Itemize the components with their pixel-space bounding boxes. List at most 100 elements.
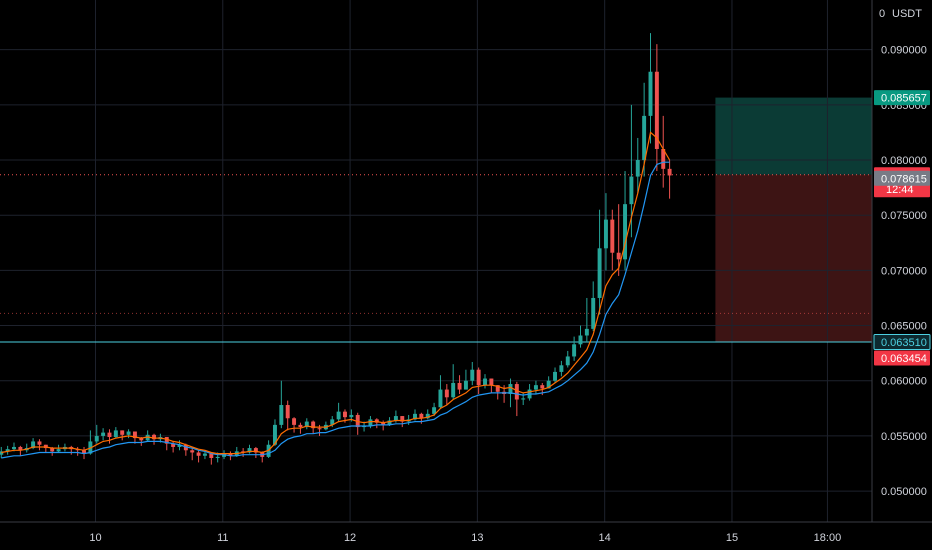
candle[interactable] bbox=[648, 33, 653, 144]
candle[interactable] bbox=[323, 421, 328, 431]
candle-body bbox=[400, 416, 405, 422]
candle-body bbox=[272, 424, 277, 445]
stop-zone[interactable] bbox=[715, 174, 872, 343]
target-price-tag: 0.085657 bbox=[881, 93, 927, 105]
candle-body bbox=[565, 356, 570, 366]
candle-body bbox=[171, 443, 176, 447]
candle[interactable] bbox=[113, 427, 118, 439]
candle[interactable] bbox=[591, 281, 596, 332]
candle[interactable] bbox=[292, 417, 297, 433]
stop-price-tag-bg bbox=[874, 350, 930, 366]
candle[interactable] bbox=[546, 376, 551, 389]
candle-body bbox=[215, 456, 220, 458]
candle[interactable] bbox=[533, 380, 538, 394]
candle[interactable] bbox=[559, 360, 564, 377]
candle-body bbox=[101, 432, 106, 436]
candle[interactable] bbox=[209, 453, 214, 465]
axis-ticks: 0.050000 0.055000 0.060000 0.065000 0.070000… bbox=[89, 45, 927, 544]
candle[interactable] bbox=[584, 297, 589, 343]
candle[interactable] bbox=[37, 439, 42, 451]
time-axis-panel[interactable] bbox=[0, 522, 932, 550]
candle[interactable] bbox=[457, 375, 462, 394]
candle[interactable] bbox=[285, 400, 290, 431]
candle[interactable] bbox=[69, 445, 74, 455]
candle[interactable] bbox=[438, 375, 443, 409]
candle[interactable] bbox=[444, 384, 449, 406]
candle[interactable] bbox=[101, 428, 106, 441]
candle[interactable] bbox=[642, 82, 647, 177]
price-tick-label: 0.060000 bbox=[881, 376, 927, 388]
candle-body bbox=[489, 378, 494, 386]
candle[interactable] bbox=[145, 430, 150, 442]
candle[interactable] bbox=[667, 160, 672, 199]
grid-lines bbox=[0, 0, 872, 522]
candle[interactable] bbox=[374, 418, 379, 429]
candle-body bbox=[533, 385, 538, 390]
price-tick-label: 0.090000 bbox=[881, 45, 927, 57]
candle-body bbox=[5, 449, 10, 452]
candle-body bbox=[18, 446, 23, 451]
candle[interactable] bbox=[432, 402, 437, 417]
candle[interactable] bbox=[272, 419, 277, 446]
candle[interactable] bbox=[43, 444, 48, 453]
candle[interactable] bbox=[451, 364, 456, 400]
candle[interactable] bbox=[514, 381, 519, 417]
candle[interactable] bbox=[610, 209, 615, 271]
price-tick-label: 0.065000 bbox=[881, 321, 927, 333]
candle[interactable] bbox=[565, 350, 570, 368]
candle-body bbox=[228, 453, 233, 456]
candle[interactable] bbox=[152, 433, 157, 445]
candle-body bbox=[132, 431, 137, 439]
candle-body bbox=[667, 168, 672, 176]
candle[interactable] bbox=[5, 445, 10, 455]
candle[interactable] bbox=[654, 44, 659, 172]
candle-body bbox=[368, 419, 373, 426]
candle-body bbox=[457, 382, 462, 390]
candle[interactable] bbox=[463, 369, 468, 390]
candle[interactable] bbox=[572, 336, 577, 361]
candle[interactable] bbox=[483, 374, 487, 389]
candle-body bbox=[164, 437, 169, 444]
candle[interactable] bbox=[247, 444, 252, 454]
candle[interactable] bbox=[336, 402, 341, 422]
candle[interactable] bbox=[107, 429, 112, 444]
candle[interactable] bbox=[623, 171, 628, 271]
candle[interactable] bbox=[279, 380, 284, 429]
target-zone[interactable] bbox=[715, 97, 872, 175]
candle[interactable] bbox=[355, 412, 360, 435]
candle[interactable] bbox=[400, 416, 405, 428]
candle[interactable] bbox=[304, 418, 309, 430]
candle[interactable] bbox=[553, 367, 557, 383]
candle[interactable] bbox=[578, 325, 583, 348]
time-tick-label: 15 bbox=[726, 532, 738, 544]
candle[interactable] bbox=[597, 209, 602, 315]
candle[interactable] bbox=[24, 443, 29, 453]
candle[interactable] bbox=[88, 430, 93, 455]
candle[interactable] bbox=[616, 204, 621, 276]
candle[interactable] bbox=[126, 429, 131, 439]
candle[interactable] bbox=[661, 115, 666, 188]
candle[interactable] bbox=[253, 446, 258, 458]
candle[interactable] bbox=[476, 367, 481, 394]
candle[interactable] bbox=[75, 446, 80, 456]
candle[interactable] bbox=[94, 424, 99, 444]
candle-body bbox=[387, 420, 392, 425]
candle[interactable] bbox=[635, 137, 640, 194]
candle-body bbox=[50, 448, 55, 452]
price-level-lines bbox=[0, 174, 872, 343]
candle[interactable] bbox=[196, 450, 201, 463]
candle-body bbox=[37, 441, 42, 445]
candle-body bbox=[285, 405, 290, 419]
target-price-tag-bg bbox=[874, 90, 930, 106]
candle[interactable] bbox=[470, 361, 475, 386]
candle-body bbox=[572, 344, 577, 357]
candle[interactable] bbox=[190, 448, 195, 461]
candle[interactable] bbox=[120, 430, 125, 441]
candle[interactable] bbox=[603, 193, 608, 271]
candle-body bbox=[311, 421, 316, 429]
candle-body bbox=[648, 71, 653, 116]
candle-body bbox=[126, 431, 131, 435]
candle-body bbox=[635, 160, 640, 177]
